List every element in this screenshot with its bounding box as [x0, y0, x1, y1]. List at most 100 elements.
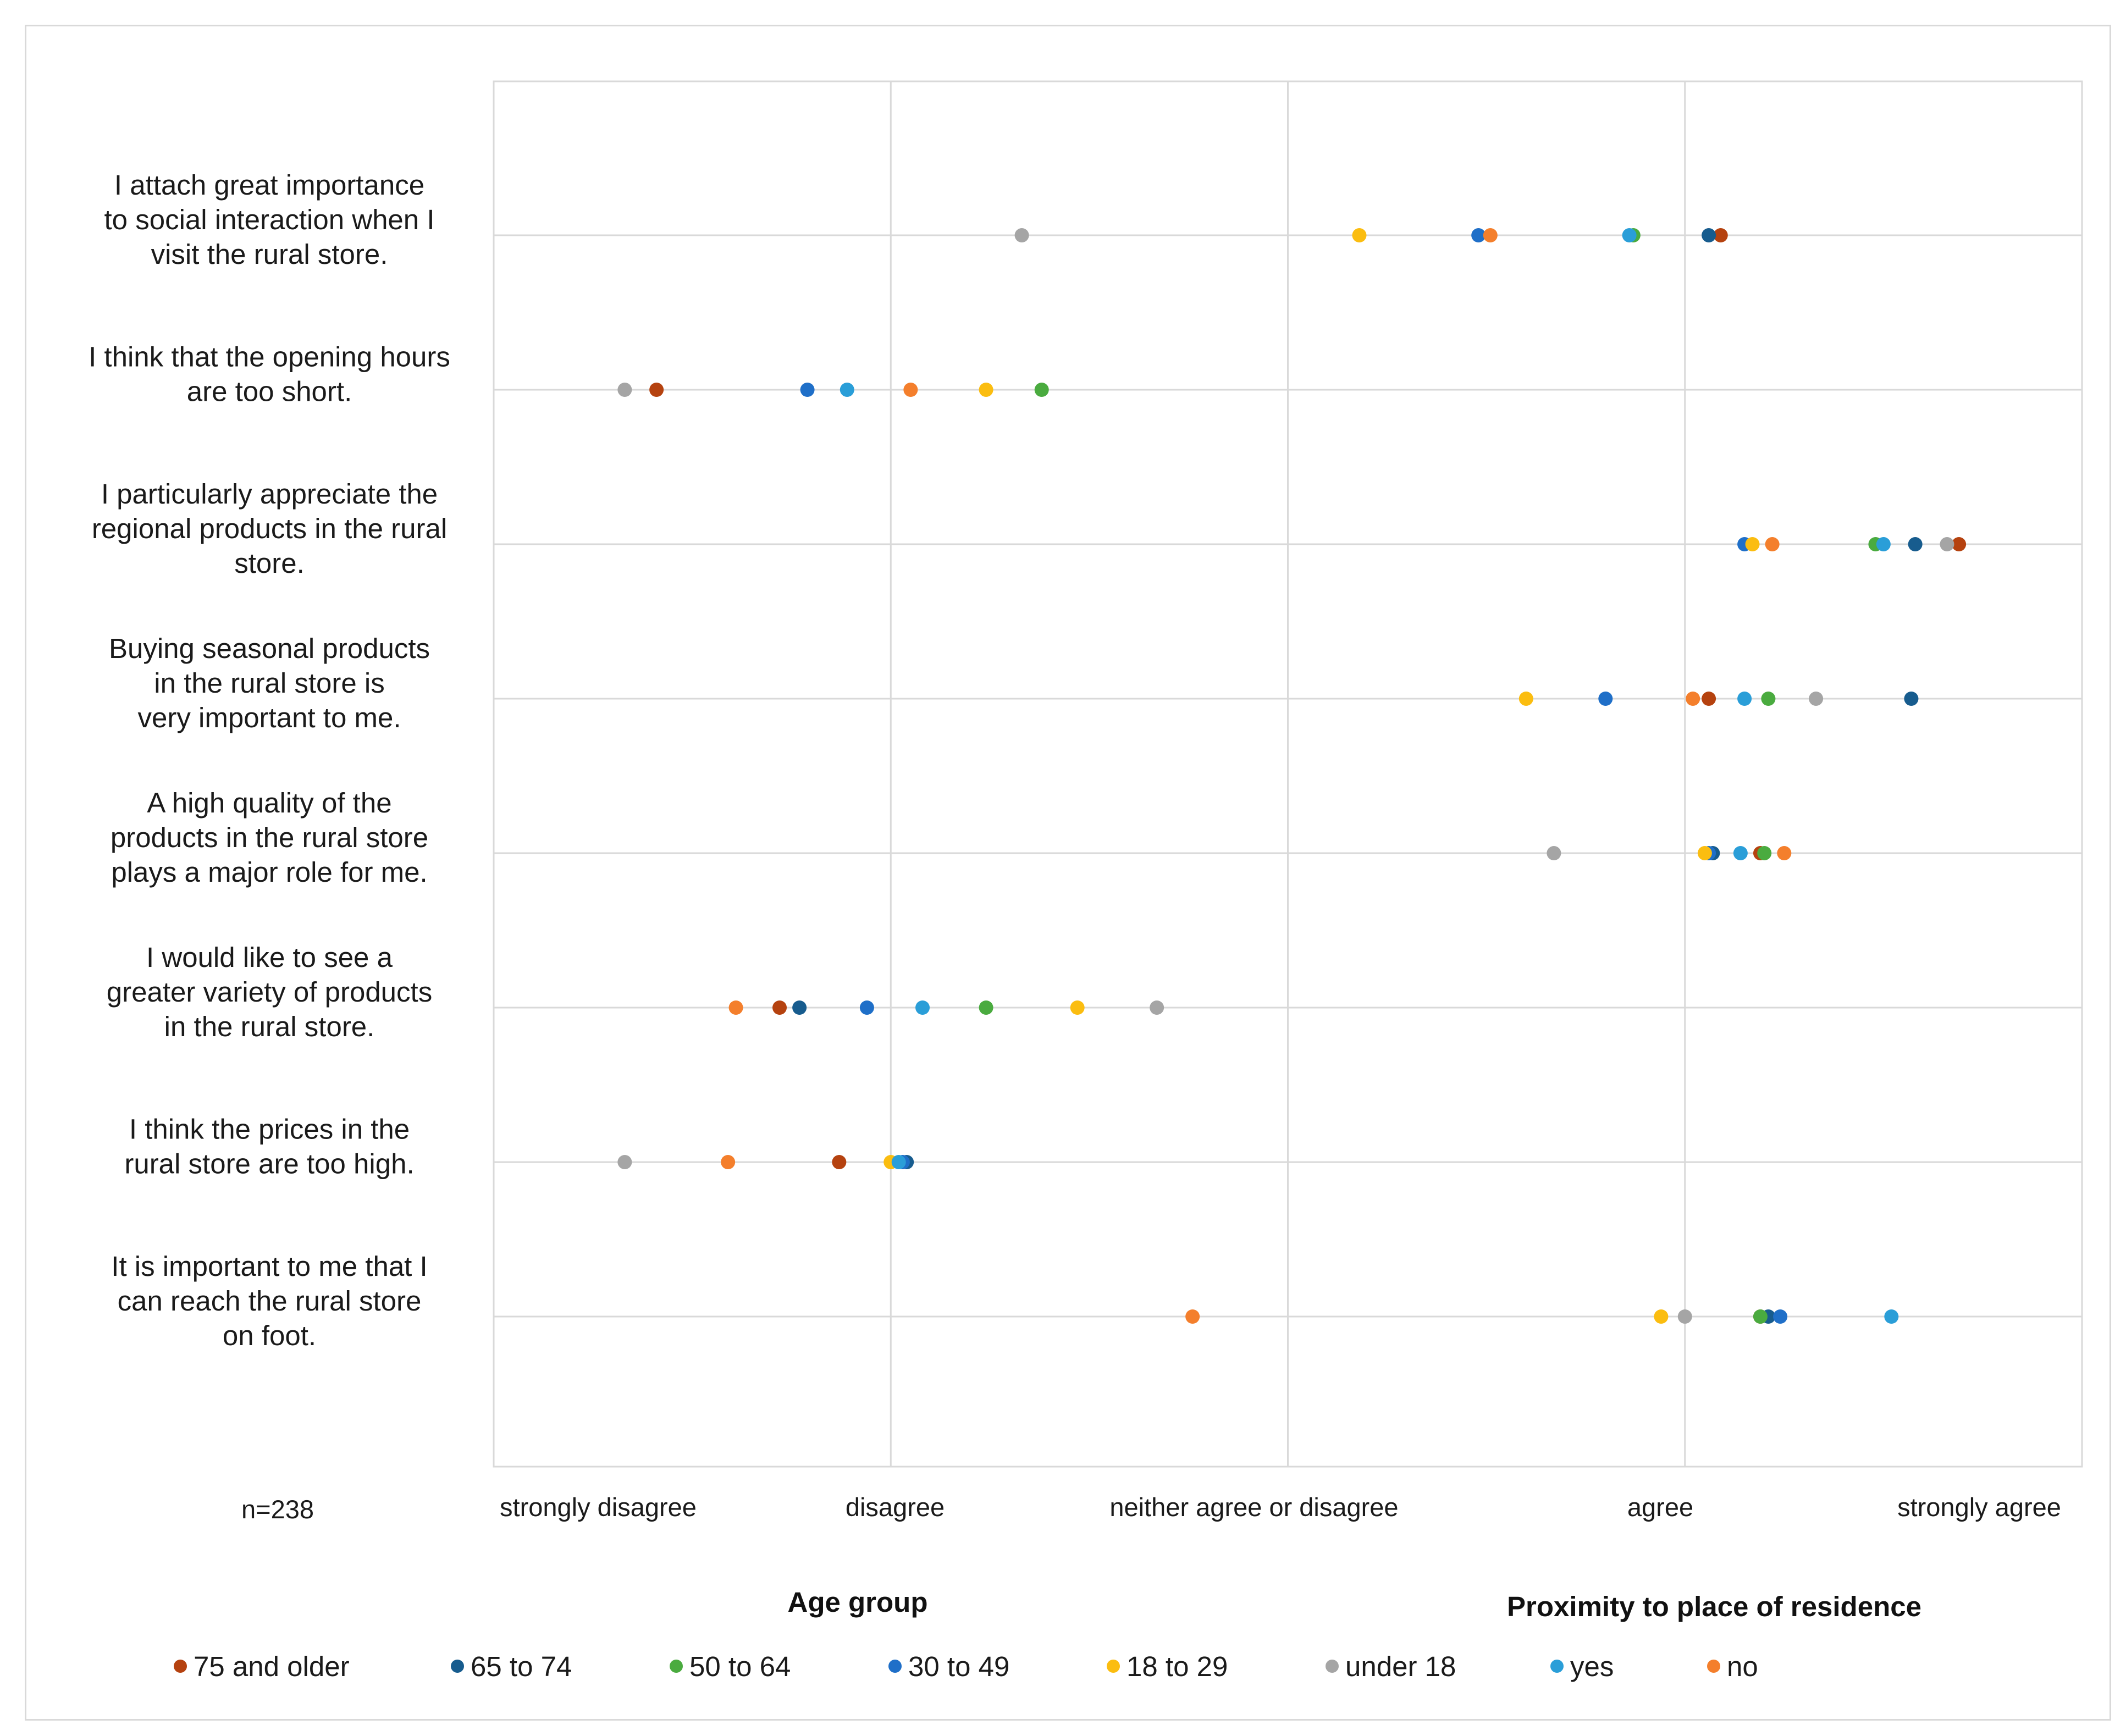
legend-item: 50 to 64 — [670, 1651, 791, 1682]
data-point — [1034, 383, 1049, 397]
statement-label-line: I would like to see a — [146, 942, 393, 973]
legend-item: 18 to 29 — [1107, 1651, 1228, 1682]
legend-marker — [451, 1660, 464, 1673]
data-point — [1884, 1309, 1899, 1324]
legend-label: 75 and older — [194, 1651, 350, 1682]
data-point — [1773, 1309, 1788, 1324]
data-point — [1677, 1309, 1692, 1324]
legend-item: yes — [1550, 1651, 1614, 1682]
data-point — [1547, 846, 1561, 860]
legend-marker — [1550, 1660, 1564, 1673]
statement-label-line: products in the rural store — [111, 822, 428, 853]
data-point — [721, 1155, 736, 1169]
legend-item: no — [1707, 1651, 1758, 1682]
data-point — [1352, 228, 1367, 242]
legend-item: 75 and older — [174, 1651, 350, 1682]
data-point — [1904, 692, 1919, 706]
data-point — [1908, 537, 1923, 551]
statement-labels: I attach great importance to social inter… — [89, 169, 450, 1351]
data-point — [1809, 692, 1824, 706]
data-point — [1518, 692, 1533, 706]
data-point — [772, 1000, 787, 1015]
legend-label: 18 to 29 — [1126, 1651, 1228, 1682]
x-tick-label: strongly agree — [1897, 1492, 2061, 1522]
statement-label-line: rural store are too high. — [124, 1148, 414, 1180]
statement-label-line: regional products in the rural — [92, 513, 447, 544]
legend-label: yes — [1570, 1651, 1614, 1682]
statement-label-line: greater variety of products — [107, 976, 432, 1008]
data-point — [1483, 228, 1498, 242]
statement-label-line: visit the rural store. — [151, 239, 388, 270]
chart-frame — [25, 25, 2111, 1721]
data-point — [1598, 692, 1613, 706]
legend-marker — [1326, 1660, 1339, 1673]
data-point — [1150, 1000, 1164, 1015]
statement-label: I think that the opening hours are too sh… — [89, 341, 450, 407]
legend-marker — [174, 1660, 187, 1673]
statement-label-line: in the rural store. — [164, 1011, 375, 1042]
legend-marker — [1707, 1660, 1720, 1673]
statement-label-line: to social interaction when I — [104, 204, 435, 235]
data-point — [1702, 228, 1716, 242]
statement-label-line: very important to me. — [138, 702, 401, 733]
legend-item: 30 to 49 — [888, 1651, 1009, 1682]
statement-label: I think the prices in the rural store are… — [124, 1114, 414, 1180]
x-axis-ticks: strongly disagree disagree neither agree o… — [500, 1492, 2061, 1522]
legend-item: 65 to 74 — [451, 1651, 572, 1682]
x-tick-label: strongly disagree — [500, 1492, 697, 1522]
statement-label-line: I think that the opening hours — [89, 341, 450, 373]
data-point — [1622, 228, 1637, 242]
data-point — [979, 383, 993, 397]
data-point — [1757, 846, 1772, 860]
data-point — [1654, 1309, 1669, 1324]
legend-label: under 18 — [1345, 1651, 1456, 1682]
legend-label: no — [1727, 1651, 1758, 1682]
data-point — [617, 1155, 632, 1169]
statement-label: I would like to see a greater variety of … — [107, 942, 432, 1042]
statement-label-line: I think the prices in the — [129, 1114, 410, 1145]
legend-title-age-group: Age group — [788, 1586, 928, 1618]
x-tick-label: neither agree or disagree — [1109, 1492, 1398, 1522]
data-point — [800, 383, 815, 397]
data-point — [840, 383, 854, 397]
x-tick-label: disagree — [846, 1492, 945, 1522]
legend-item: under 18 — [1326, 1651, 1456, 1682]
statement-label: I particularly appreciate the regional pr… — [92, 478, 447, 579]
legend: 75 and older 65 to 74 50 to 64 30 to 49 18 t… — [174, 1651, 1758, 1682]
statement-label-line: can reach the rural store — [118, 1285, 422, 1317]
sample-size-note: n=238 — [241, 1495, 314, 1524]
data-point — [1014, 228, 1029, 242]
data-point — [728, 1000, 743, 1015]
legend-label: 30 to 49 — [908, 1651, 1009, 1682]
legend-marker — [888, 1660, 902, 1673]
data-point — [1697, 846, 1712, 860]
data-point — [1713, 228, 1728, 242]
data-point — [1686, 692, 1700, 706]
legend-marker — [670, 1660, 683, 1673]
legend-label: 65 to 74 — [471, 1651, 572, 1682]
statement-label-line: in the rural store is — [154, 667, 385, 699]
statement-label-line: plays a major role for me. — [111, 856, 427, 888]
data-point — [792, 1000, 807, 1015]
legend-marker — [1107, 1660, 1120, 1673]
statement-label: A high quality of the products in the rur… — [111, 787, 428, 888]
data-point — [1702, 692, 1716, 706]
data-point — [617, 383, 632, 397]
data-point — [1777, 846, 1792, 860]
statement-label: Buying seasonal products in the rural sto… — [109, 633, 430, 733]
legend-label: 50 to 64 — [689, 1651, 791, 1682]
statement-label-line: on foot. — [223, 1320, 316, 1351]
data-point — [1940, 537, 1954, 551]
statement-label: I attach great importance to social inter… — [104, 169, 435, 270]
data-point — [1753, 1309, 1768, 1324]
data-point — [915, 1000, 930, 1015]
x-tick-label: agree — [1627, 1492, 1693, 1522]
statement-label-line: are too short. — [187, 376, 352, 407]
data-point — [903, 383, 918, 397]
data-point — [1761, 692, 1776, 706]
statement-label-line: store. — [234, 548, 305, 579]
statement-label-line: I particularly appreciate the — [101, 478, 438, 510]
grid — [493, 80, 2083, 1468]
data-point — [979, 1000, 993, 1015]
